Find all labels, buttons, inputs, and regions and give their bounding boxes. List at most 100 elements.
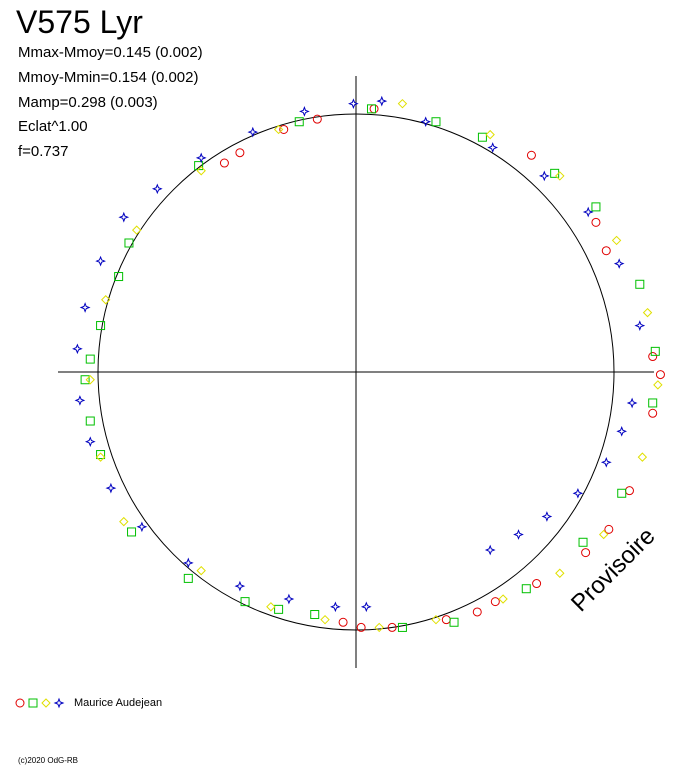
- data-point-star-2: [299, 105, 310, 117]
- data-point-square-9: [240, 597, 250, 607]
- data-point-diamond-16: [95, 452, 106, 462]
- data-point-star-24: [420, 116, 432, 128]
- data-point-diamond-9: [498, 594, 508, 604]
- data-point-star-20: [613, 258, 625, 269]
- data-point-star-30: [513, 529, 524, 540]
- data-point-diamond-17: [85, 375, 95, 385]
- stat-f: f=0.737: [18, 143, 69, 160]
- stat-mamp: Mamp=0.298 (0.003): [18, 94, 158, 111]
- data-point-square-2: [96, 321, 106, 331]
- data-point-square-25: [294, 117, 304, 127]
- data-point-diamond-0: [397, 98, 408, 109]
- data-point-star-26: [616, 425, 628, 437]
- data-point-star-9: [72, 343, 83, 355]
- data-point-diamond-11: [374, 622, 384, 633]
- data-point-square-14: [521, 584, 531, 594]
- data-point-star-18: [360, 601, 372, 613]
- data-point-diamond-4: [642, 307, 653, 318]
- data-point-square-17: [648, 398, 658, 408]
- data-point-circle-3: [235, 148, 245, 158]
- data-point-star-0: [348, 98, 359, 110]
- data-point-diamond-1: [485, 129, 495, 140]
- data-point-square-11: [310, 610, 320, 620]
- data-point-circle-7: [601, 246, 611, 256]
- data-point-diamond-3: [611, 235, 622, 246]
- data-point-square-16: [617, 488, 627, 498]
- data-point-square-24: [366, 104, 376, 114]
- data-point-circle-18: [387, 622, 397, 632]
- data-point-star-14: [182, 557, 194, 569]
- data-point-square-1: [114, 272, 124, 282]
- legend-marker-circle: [15, 698, 25, 708]
- chart-title: V575 Lyr: [16, 4, 143, 40]
- data-point-diamond-6: [637, 452, 648, 462]
- data-point-diamond-18: [101, 295, 111, 305]
- data-point-star-3: [247, 126, 259, 138]
- data-point-circle-12: [604, 524, 614, 534]
- data-point-diamond-10: [431, 614, 441, 625]
- data-point-star-21: [582, 206, 594, 218]
- data-point-circle-11: [624, 486, 634, 496]
- data-point-diamond-12: [320, 614, 330, 625]
- data-point-star-28: [572, 487, 584, 499]
- data-point-circle-17: [441, 615, 451, 625]
- data-point-square-0: [124, 238, 134, 248]
- data-point-circle-20: [338, 617, 348, 627]
- data-point-square-13: [449, 617, 459, 627]
- data-point-diamond-7: [598, 529, 609, 540]
- data-point-star-1: [376, 95, 388, 107]
- data-point-star-19: [634, 320, 646, 332]
- data-point-circle-4: [219, 158, 229, 168]
- data-point-square-3: [85, 354, 95, 364]
- data-point-star-13: [136, 521, 148, 533]
- data-point-star-23: [487, 142, 499, 153]
- data-point-square-22: [477, 132, 487, 142]
- data-point-circle-19: [356, 622, 366, 632]
- data-point-square-19: [635, 279, 645, 289]
- data-point-diamond-20: [196, 166, 206, 176]
- data-point-star-6: [118, 211, 130, 223]
- data-point-diamond-14: [196, 565, 206, 576]
- data-point-star-29: [541, 511, 553, 522]
- data-point-star-27: [600, 456, 612, 468]
- copyright-text: (c)2020 OdG-RB: [18, 756, 79, 765]
- stat-mmoy-mmin: Mmoy-Mmin=0.154 (0.002): [18, 69, 199, 86]
- data-point-circle-5: [526, 150, 536, 160]
- legend-marker-star: [53, 697, 65, 709]
- data-point-circle-16: [472, 607, 482, 617]
- data-point-star-10: [74, 395, 86, 406]
- data-point-diamond-2: [555, 171, 565, 181]
- data-point-square-8: [183, 573, 193, 583]
- data-point-circle-14: [532, 579, 542, 589]
- data-point-star-12: [105, 482, 117, 494]
- data-point-circle-2: [279, 124, 289, 134]
- reference-circle: [97, 113, 615, 631]
- data-point-square-20: [591, 202, 601, 212]
- data-point-square-5: [85, 416, 95, 426]
- data-point-square-23: [431, 117, 441, 127]
- data-point-circle-1: [312, 114, 322, 124]
- data-point-square-7: [127, 527, 137, 537]
- data-point-circle-0: [369, 104, 379, 114]
- data-point-square-21: [550, 168, 560, 178]
- data-point-star-17: [330, 601, 341, 613]
- data-point-square-6: [96, 450, 106, 460]
- data-point-diamond-13: [266, 602, 276, 612]
- legend-marker-diamond: [41, 698, 51, 708]
- data-point-star-31: [484, 544, 496, 556]
- data-point-star-16: [283, 593, 295, 605]
- data-point-circle-13: [581, 548, 591, 558]
- data-point-circle-15: [490, 597, 500, 607]
- data-point-star-25: [626, 397, 638, 409]
- data-point-square-10: [274, 604, 284, 614]
- data-point-star-7: [95, 255, 106, 267]
- data-point-diamond-5: [653, 380, 663, 390]
- data-point-circle-6: [591, 217, 601, 227]
- data-point-circle-9: [655, 370, 665, 380]
- legend-marker-square: [28, 698, 38, 708]
- data-point-diamond-19: [131, 225, 142, 235]
- data-point-diamond-8: [555, 568, 565, 578]
- data-point-diamond-15: [119, 516, 129, 527]
- legend-markers: [15, 697, 65, 709]
- stat-eclat: Eclat^1.00: [18, 118, 88, 135]
